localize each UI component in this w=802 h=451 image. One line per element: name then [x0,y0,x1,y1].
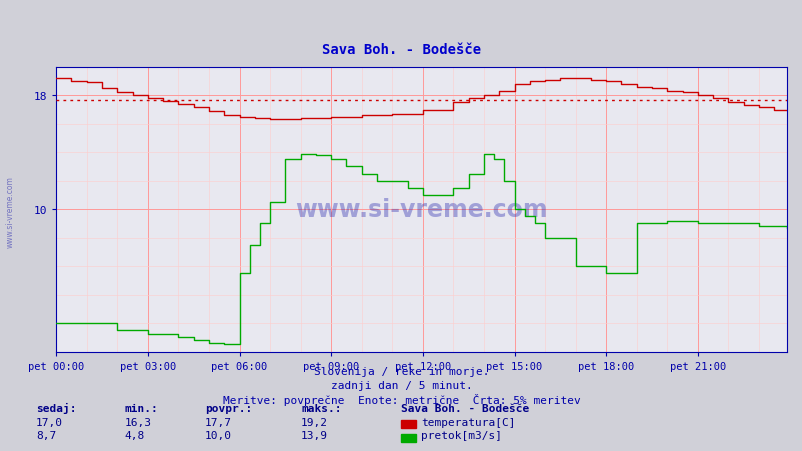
Text: www.si-vreme.com: www.si-vreme.com [295,198,547,222]
Text: pretok[m3/s]: pretok[m3/s] [420,430,501,440]
Text: zadnji dan / 5 minut.: zadnji dan / 5 minut. [330,380,472,390]
Text: sedaj:: sedaj: [36,402,76,413]
Text: Sava Boh. - Bodešče: Sava Boh. - Bodešče [401,403,529,413]
Text: temperatura[C]: temperatura[C] [420,417,515,427]
Text: 4,8: 4,8 [124,430,144,440]
Text: 8,7: 8,7 [36,430,56,440]
Text: povpr.:: povpr.: [205,403,252,413]
Text: Meritve: povprečne  Enote: metrične  Črta: 5% meritev: Meritve: povprečne Enote: metrične Črta:… [222,393,580,405]
Text: 13,9: 13,9 [301,430,328,440]
Text: Slovenija / reke in morje.: Slovenija / reke in morje. [314,366,488,376]
Text: 10,0: 10,0 [205,430,232,440]
Text: Sava Boh. - Bodešče: Sava Boh. - Bodešče [322,42,480,56]
Text: 17,0: 17,0 [36,417,63,427]
Text: maks.:: maks.: [301,403,341,413]
Text: min.:: min.: [124,403,158,413]
Text: www.si-vreme.com: www.si-vreme.com [6,176,15,248]
Text: 17,7: 17,7 [205,417,232,427]
Text: 19,2: 19,2 [301,417,328,427]
Text: 16,3: 16,3 [124,417,152,427]
